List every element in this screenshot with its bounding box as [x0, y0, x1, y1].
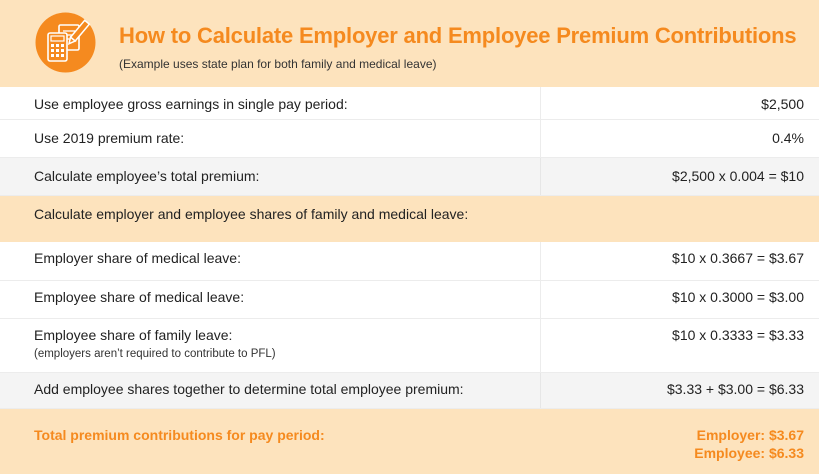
- table-row: Employee share of medical leave: $10 x 0…: [0, 281, 819, 319]
- column-divider: [540, 373, 541, 408]
- page-subtitle: (Example uses state plan for both family…: [119, 57, 437, 71]
- row-value: 0.4%: [772, 130, 804, 146]
- row-value: $2,500 x 0.004 = $10: [672, 168, 804, 184]
- header-band: How to Calculate Employer and Employee P…: [0, 0, 819, 87]
- total-row: Total premium contributions for pay peri…: [0, 409, 819, 474]
- table-row: Employee share of family leave: (employe…: [0, 319, 819, 373]
- table-row: Employer share of medical leave: $10 x 0…: [0, 242, 819, 281]
- total-employee: Employee: $6.33: [694, 445, 804, 461]
- row-label: Employer share of medical leave:: [34, 250, 241, 266]
- row-label: Calculate employee’s total premium:: [34, 168, 260, 184]
- calculator-document-pencil-icon: [35, 12, 96, 73]
- table-row: Calculate employee’s total premium: $2,5…: [0, 158, 819, 196]
- column-divider: [540, 158, 541, 195]
- section-heading: Calculate employer and employee shares o…: [34, 206, 469, 222]
- row-label: Employee share of medical leave:: [34, 289, 245, 305]
- table-row: Add employee shares together to determin…: [0, 373, 819, 409]
- column-divider: [540, 281, 541, 318]
- row-label: Add employee shares together to determin…: [34, 381, 464, 397]
- row-value: $3.33 + $3.00 = $6.33: [666, 381, 804, 397]
- row-value: $10 x 0.3667 = $3.67: [672, 250, 804, 266]
- page-title: How to Calculate Employer and Employee P…: [119, 23, 797, 48]
- total-label: Total premium contributions for pay peri…: [34, 427, 325, 443]
- row-value: $2,500: [761, 96, 804, 112]
- row-note: (employers aren’t required to contribute…: [34, 348, 276, 360]
- column-divider: [540, 319, 541, 372]
- table-row: Use employee gross earnings in single pa…: [0, 87, 819, 120]
- column-divider: [540, 242, 541, 280]
- row-value: $10 x 0.3333 = $3.33: [672, 327, 804, 343]
- row-label: Employee share of family leave:: [34, 327, 233, 343]
- table-row: Use 2019 premium rate: 0.4%: [0, 120, 819, 158]
- section-heading-row: Calculate employer and employee shares o…: [0, 196, 819, 242]
- row-label: Use 2019 premium rate:: [34, 130, 185, 146]
- total-employer: Employer: $3.67: [696, 427, 804, 443]
- row-value: $10 x 0.3000 = $3.00: [672, 289, 804, 305]
- column-divider: [540, 87, 541, 119]
- row-label: Use employee gross earnings in single pa…: [34, 96, 348, 112]
- column-divider: [540, 120, 541, 157]
